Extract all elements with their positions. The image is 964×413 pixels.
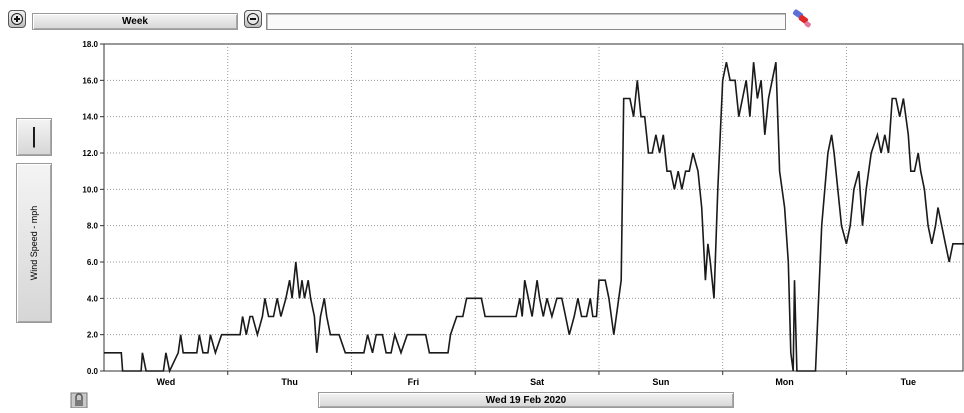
y-tick-label: 10.0 xyxy=(82,185,98,194)
range-field[interactable] xyxy=(266,13,786,30)
x-tick-label: Thu xyxy=(281,377,298,387)
lock-button[interactable] xyxy=(70,392,88,409)
pipe-button[interactable]: | xyxy=(16,118,52,156)
y-tick-label: 0.0 xyxy=(87,367,99,376)
zoom-in-button[interactable] xyxy=(8,10,26,28)
y-tick-label: 6.0 xyxy=(87,258,99,267)
plot-area xyxy=(103,43,964,372)
lock-icon xyxy=(70,392,88,409)
x-tick-label: Mon xyxy=(775,377,794,387)
x-tick-label: Wed xyxy=(156,377,175,387)
period-button[interactable]: Week xyxy=(32,13,238,30)
y-tick-label: 2.0 xyxy=(87,331,99,340)
zoom-out-button[interactable] xyxy=(244,10,262,28)
zoom-in-icon xyxy=(11,13,23,25)
zoom-out-icon xyxy=(247,13,259,25)
x-tick-label: Tue xyxy=(901,377,916,387)
x-tick-label: Sun xyxy=(652,377,669,387)
x-tick-label: Fri xyxy=(408,377,420,387)
y-tick-label: 8.0 xyxy=(87,222,99,231)
date-label: Wed 19 Feb 2020 xyxy=(318,392,734,408)
y-tick-label: 12.0 xyxy=(82,149,98,158)
paint-brush-button[interactable] xyxy=(790,7,814,31)
wind-speed-line xyxy=(104,62,964,374)
x-tick-label: Sat xyxy=(530,377,544,387)
y-tick-label: 18.0 xyxy=(82,40,98,49)
y-tick-label: 16.0 xyxy=(82,76,98,85)
axis-label-button[interactable]: Wind Speed - mph xyxy=(16,163,52,323)
paint-brush-icon xyxy=(792,9,811,28)
wind-speed-chart: 0.0 2.0 4.0 6.0 8.0 10.0 12.0 14.0 16.0 18.0 Wed Th… xyxy=(82,40,964,387)
y-tick-label: 4.0 xyxy=(87,294,99,303)
y-tick-label: 14.0 xyxy=(82,113,98,122)
